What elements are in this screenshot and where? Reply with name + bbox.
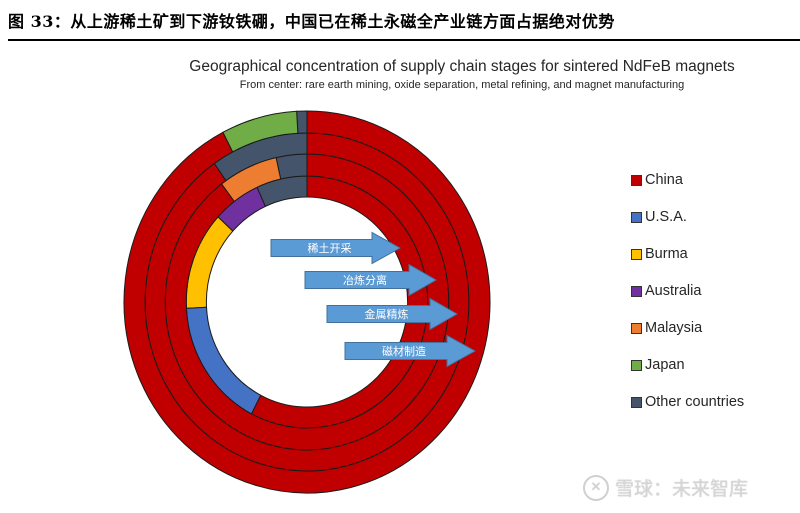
legend-item-australia: Australia [631, 281, 701, 301]
chart-subtitle: From center: rare earth mining, oxide se… [239, 79, 685, 91]
legend-label: Burma [645, 246, 688, 262]
legend-swatch [631, 248, 642, 260]
donut-rings [123, 110, 491, 494]
stage-arrow-label: 冶炼分离 [343, 273, 387, 287]
legend-label: Other countries [645, 394, 745, 410]
legend-item-other: Other countries [631, 392, 744, 412]
legend-label: Japan [645, 357, 685, 373]
donut-segment [123, 110, 491, 494]
donut-segment [296, 110, 308, 134]
legend-item-malaysia: Malaysia [631, 318, 702, 338]
donut-segment [275, 153, 308, 180]
legend-label: Australia [645, 283, 702, 299]
xueqiu-logo-icon: ✕ [583, 474, 609, 501]
legend-label: Malaysia [645, 320, 703, 336]
watermark: ✕ 雪球：未来智库 [583, 474, 748, 501]
title-rule [8, 39, 800, 41]
legend-item-japan: Japan [631, 355, 685, 375]
legend-swatch [631, 322, 642, 334]
legend-swatch [631, 359, 642, 371]
legend-item-china: China [631, 170, 683, 190]
legend-label: U.S.A. [645, 209, 687, 225]
chart-title: Geographical concentration of supply cha… [189, 58, 735, 75]
stage-arrow-label: 稀土开采 [308, 242, 352, 255]
legend-item-burma: Burma [631, 244, 688, 264]
legend-swatch [631, 174, 642, 186]
legend-swatch [631, 396, 642, 408]
stage-arrow-label: 磁材制造 [382, 344, 426, 358]
stage-arrow [326, 297, 459, 331]
legend-swatch [631, 211, 642, 223]
donut-segment [164, 153, 450, 451]
legend-item-usa: U.S.A. [631, 207, 687, 227]
stage-arrow-label: 金属精炼 [365, 307, 409, 321]
legend-swatch [631, 285, 642, 297]
stage-arrow [344, 334, 477, 368]
stage-arrow [270, 231, 402, 265]
legend-label: China [645, 172, 683, 188]
stage-arrow [304, 263, 438, 297]
watermark-text: 雪球：未来智库 [615, 478, 749, 500]
figure-title: 图 33：从上游稀土矿到下游钕铁硼，中国已在稀土永磁全产业链方面占据绝对优势 [8, 12, 615, 31]
